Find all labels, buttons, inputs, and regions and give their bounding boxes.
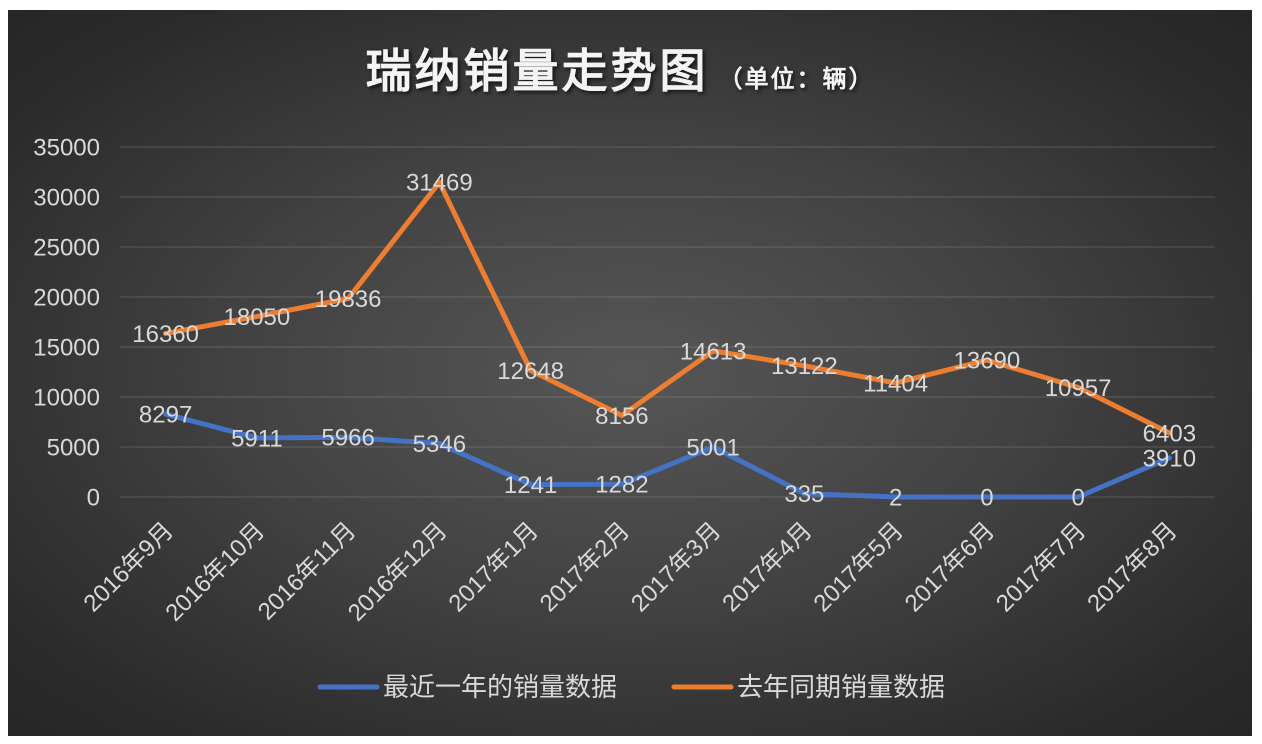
data-label: 1282 [595, 472, 648, 499]
data-label: 18050 [224, 304, 291, 331]
data-point [254, 314, 260, 319]
y-tick-label: 15000 [33, 334, 100, 361]
series-line-1 [163, 179, 1172, 436]
data-point [528, 482, 534, 488]
data-point [1075, 384, 1081, 390]
data-point [619, 481, 625, 487]
data-point [893, 380, 899, 386]
data-label: 8297 [139, 401, 192, 428]
x-tick-label: 2017年2月 [535, 517, 635, 617]
data-point [710, 348, 716, 354]
data-point [984, 357, 990, 363]
y-axis: 0 5000 10000 15000 20000 25000 30000 35000 [33, 134, 100, 511]
y-tick-label: 30000 [33, 184, 100, 211]
data-label: 12648 [497, 358, 564, 385]
series-group [163, 179, 1172, 500]
data-point [163, 411, 169, 417]
data-label: 1241 [504, 472, 557, 499]
data-point [528, 368, 534, 374]
data-point [436, 441, 442, 447]
x-axis: 2016年9月2016年10月2016年11月2016年12月2017年1月20… [79, 517, 1183, 627]
legend: 最近一年的销量数据 去年同期销量数据 [317, 672, 945, 702]
data-label: 5911 [231, 425, 283, 452]
gridlines [120, 146, 1215, 498]
data-point [1075, 494, 1081, 500]
chart-title-unit: （单位：辆） [719, 65, 875, 93]
data-point [710, 444, 716, 450]
data-point [1166, 430, 1172, 436]
data-point [801, 363, 807, 369]
data-label: 335 [784, 481, 824, 508]
x-tick-label: 2017年3月 [626, 517, 726, 617]
data-label: 31469 [406, 170, 473, 197]
series-line-0 [163, 411, 1172, 500]
x-tick-label: 2016年9月 [79, 517, 179, 617]
x-tick-label: 2017年5月 [809, 517, 909, 617]
data-label: 5346 [413, 431, 466, 458]
legend-label-recent-year: 最近一年的销量数据 [383, 672, 617, 702]
data-point [619, 412, 625, 418]
data-point [984, 494, 990, 500]
data-label: 0 [1071, 484, 1084, 511]
data-label: 13690 [954, 348, 1021, 375]
data-label: 3910 [1143, 445, 1196, 472]
data-point [345, 296, 351, 302]
data-label: 19836 [315, 286, 382, 313]
x-tick-label: 2017年8月 [1082, 517, 1182, 617]
data-label: 10957 [1045, 375, 1112, 402]
x-tick-label: 2016年10月 [160, 517, 270, 627]
x-tick-label: 2017年7月 [991, 517, 1091, 617]
chart-background [8, 10, 1252, 736]
x-tick-label: 2017年6月 [900, 517, 1000, 617]
x-tick-label: 2017年1月 [444, 517, 544, 617]
data-label: 16360 [132, 321, 199, 348]
chart-title: 瑞纳销量走势图 （单位：辆） [366, 45, 875, 97]
data-label: 5001 [686, 434, 739, 461]
data-label: 6403 [1143, 420, 1196, 447]
y-tick-label: 35000 [33, 134, 100, 161]
y-tick-label: 20000 [33, 284, 100, 311]
data-label: 8156 [595, 403, 648, 430]
data-label: 5966 [321, 425, 374, 452]
data-point [801, 491, 807, 497]
x-tick-label: 2016年12月 [343, 517, 453, 627]
data-point [345, 434, 351, 440]
data-label: 13122 [771, 353, 838, 380]
y-tick-label: 5000 [47, 434, 100, 461]
data-labels: 8297 5911 5966 5346 1241 1282 5001 335 2 0 0 3910 16… [132, 170, 1196, 512]
legend-label-last-year: 去年同期销量数据 [737, 672, 945, 702]
data-label: 14613 [680, 338, 747, 365]
data-point [1166, 455, 1172, 461]
data-point [893, 494, 899, 500]
data-label: 0 [980, 484, 993, 511]
data-label: 2 [889, 484, 902, 511]
y-tick-label: 0 [87, 484, 100, 511]
data-label: 11404 [863, 370, 928, 397]
x-tick-label: 2017年4月 [717, 517, 817, 617]
y-tick-label: 10000 [33, 384, 100, 411]
data-point [436, 179, 442, 185]
data-point [254, 435, 260, 441]
chart-title-main: 瑞纳销量走势图 [366, 45, 709, 97]
y-tick-label: 25000 [33, 234, 100, 261]
data-point [163, 330, 169, 336]
